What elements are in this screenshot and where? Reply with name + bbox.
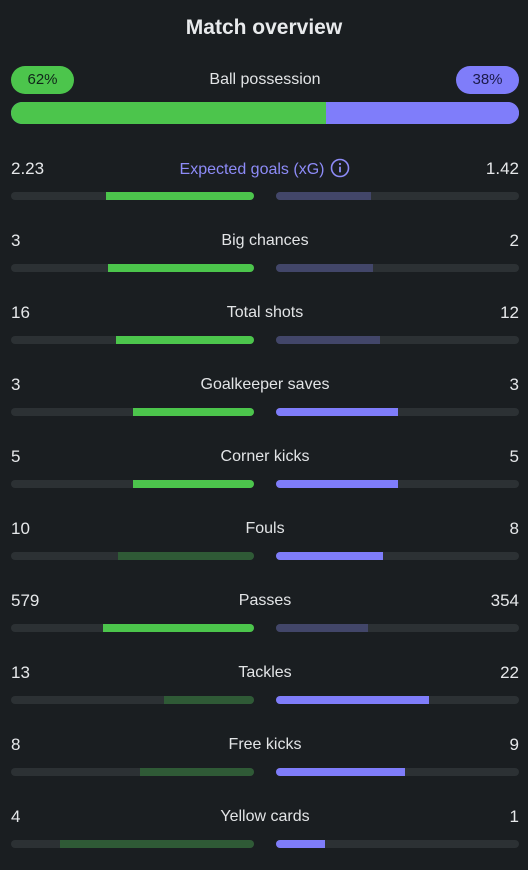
stat-label: Fouls	[11, 518, 519, 540]
stat-label-text: Expected goals (xG)	[179, 161, 325, 178]
away-stat-value: 354	[490, 591, 519, 610]
away-stat-track	[276, 624, 519, 632]
home-stat-track	[11, 768, 254, 776]
stat-row: 5 Corner kicks 5	[11, 446, 519, 490]
stat-row: 16 Total shots 12	[11, 302, 519, 346]
away-stat-track	[276, 696, 519, 704]
stat-label: Big chances	[11, 230, 519, 252]
stat-label: Passes	[11, 590, 519, 612]
away-stat-fill	[276, 264, 374, 272]
away-stat-value: 5	[509, 447, 519, 466]
away-stat-fill	[276, 840, 325, 848]
stat-label-text: Big chances	[221, 232, 309, 249]
away-stat-fill	[276, 768, 405, 776]
stat-label-text: Free kicks	[228, 736, 302, 753]
stat-label: Total shots	[11, 302, 519, 324]
home-stat-fill	[115, 336, 254, 344]
away-stat-value: 9	[509, 735, 519, 754]
home-stat-track	[11, 624, 254, 632]
home-stat-value: 4	[11, 807, 21, 826]
home-stat-value: 5	[11, 447, 21, 466]
stat-label-text: Fouls	[245, 520, 285, 537]
away-stat-fill	[276, 336, 381, 344]
stat-row: 3 Goalkeeper saves 3	[11, 374, 519, 418]
away-stat-fill	[276, 192, 371, 200]
stat-row: 13 Tackles 22	[11, 662, 519, 706]
stat-row: 4 Yellow cards 1	[11, 806, 519, 850]
stat-row: 10 Fouls 8	[11, 518, 519, 562]
home-stat-fill	[132, 480, 254, 488]
stat-label-text: Corner kicks	[220, 448, 310, 465]
home-stat-track	[11, 696, 254, 704]
home-stat-value: 3	[11, 231, 21, 250]
away-stat-fill	[276, 696, 430, 704]
stat-label-text: Total shots	[226, 304, 304, 321]
away-possession-fill	[325, 102, 519, 124]
home-stat-track	[11, 840, 254, 848]
home-stat-track	[11, 480, 254, 488]
home-stat-fill	[132, 408, 254, 416]
home-stat-fill	[164, 696, 254, 704]
stat-label[interactable]: Expected goals (xG)	[11, 158, 519, 181]
stat-label: Yellow cards	[11, 806, 519, 828]
stat-label: Corner kicks	[11, 446, 519, 468]
away-stat-value: 1	[509, 807, 519, 826]
stat-label: Goalkeeper saves	[11, 374, 519, 396]
home-stat-value: 13	[11, 663, 30, 682]
home-stat-fill	[105, 192, 254, 200]
away-stat-value: 1.42	[485, 159, 519, 178]
home-stat-fill	[108, 264, 254, 272]
away-stat-track	[276, 408, 519, 416]
home-stat-fill	[103, 624, 254, 632]
stat-row: 8 Free kicks 9	[11, 734, 519, 778]
away-stat-track	[276, 336, 519, 344]
away-stat-track	[276, 552, 519, 560]
stat-label: Tackles	[11, 662, 519, 684]
away-stat-fill	[276, 408, 398, 416]
home-stat-track	[11, 408, 254, 416]
away-possession-badge: 38%	[456, 66, 519, 94]
home-stat-track	[11, 192, 254, 200]
stat-label-text: Tackles	[238, 664, 292, 681]
away-stat-fill	[276, 624, 369, 632]
away-stat-value: 2	[509, 231, 519, 250]
away-stat-value: 8	[509, 519, 519, 538]
away-stat-track	[276, 264, 519, 272]
home-stat-fill	[59, 840, 254, 848]
possession-header: 62% Ball possession 38%	[11, 66, 519, 94]
home-possession-fill	[11, 102, 326, 124]
home-stat-value: 8	[11, 735, 21, 754]
possession-label: Ball possession	[209, 71, 321, 88]
home-stat-value: 579	[11, 591, 40, 610]
home-possession-badge: 62%	[11, 66, 74, 94]
home-stat-track	[11, 552, 254, 560]
away-stat-fill	[276, 552, 383, 560]
possession-bar	[11, 102, 519, 124]
stat-label-text: Goalkeeper saves	[200, 376, 330, 393]
home-stat-fill	[139, 768, 254, 776]
away-stat-fill	[276, 480, 398, 488]
home-stat-track	[11, 336, 254, 344]
home-stat-track	[11, 264, 254, 272]
stat-row: 2.23 Expected goals (xG) 1.42	[11, 158, 519, 202]
away-stat-value: 22	[500, 663, 519, 682]
away-stat-track	[276, 768, 519, 776]
stat-row: 579 Passes 354	[11, 590, 519, 634]
stat-label: Free kicks	[11, 734, 519, 756]
home-stat-value: 10	[11, 519, 30, 538]
info-icon[interactable]	[330, 158, 350, 178]
page-title: Match overview	[185, 16, 343, 39]
away-stat-track	[276, 480, 519, 488]
stat-label-text: Yellow cards	[220, 808, 310, 825]
home-stat-value: 3	[11, 375, 21, 394]
home-stat-value: 16	[11, 303, 30, 322]
stat-row: 3 Big chances 2	[11, 230, 519, 274]
away-stat-value: 3	[509, 375, 519, 394]
away-stat-track	[276, 840, 519, 848]
home-stat-fill	[117, 552, 254, 560]
home-stat-value: 2.23	[11, 159, 45, 178]
away-stat-track	[276, 192, 519, 200]
stat-label-text: Passes	[238, 592, 292, 609]
away-stat-value: 12	[500, 303, 519, 322]
